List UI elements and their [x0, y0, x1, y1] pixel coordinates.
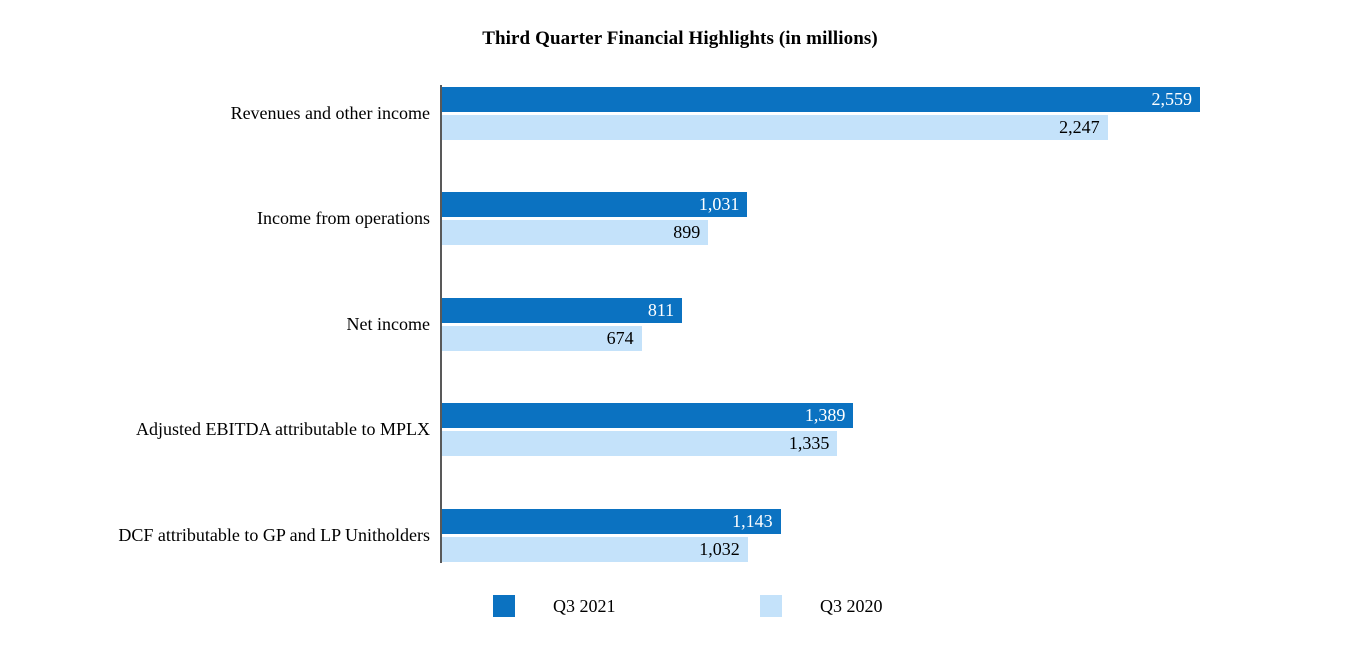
category-label-income-operations: Income from operations	[257, 208, 430, 228]
bar-group-income-operations: Income from operations 1,031 899	[0, 192, 1360, 245]
bar-q3-2020-adjusted-ebitda: 1,335	[442, 431, 838, 456]
bar-value-label: 899	[673, 222, 701, 242]
legend-item-q3-2020: Q3 2020	[760, 594, 883, 618]
bar-q3-2021-adjusted-ebitda: 1,389	[442, 403, 854, 428]
category-label-dcf: DCF attributable to GP and LP Unitholder…	[118, 525, 430, 545]
bar-q3-2021-net-income: 811	[442, 298, 683, 323]
bar-value-label: 674	[606, 328, 634, 348]
bar-q3-2021-dcf: 1,143	[442, 509, 781, 534]
bar-value-label: 1,031	[698, 194, 740, 214]
bar-value-label: 2,247	[1059, 117, 1100, 137]
bar-group-adjusted-ebitda: Adjusted EBITDA attributable to MPLX 1,3…	[0, 403, 1360, 456]
legend-label-q3-2021: Q3 2021	[553, 595, 616, 616]
bar-q3-2020-revenues: 2,247	[442, 115, 1108, 140]
bar-group-net-income: Net income 811 674	[0, 298, 1360, 351]
bar-group-revenues: Revenues and other income 2,559 2,247	[0, 87, 1360, 140]
category-label-revenues: Revenues and other income	[230, 103, 430, 123]
bar-value-label: 2,559	[1151, 89, 1193, 109]
bar-value-label: 811	[647, 300, 675, 320]
bar-value-label: 1,032	[699, 539, 740, 559]
bar-value-label: 1,335	[788, 433, 830, 453]
bar-group-dcf: DCF attributable to GP and LP Unitholder…	[0, 509, 1360, 562]
legend-swatch-q3-2020	[760, 595, 782, 617]
bar-value-label: 1,389	[804, 405, 846, 425]
chart-title: Third Quarter Financial Highlights (in m…	[482, 28, 878, 49]
bar-q3-2021-income-operations: 1,031	[442, 192, 748, 217]
y-axis-line	[440, 85, 442, 563]
bar-value-label: 1,143	[732, 511, 773, 531]
category-label-adjusted-ebitda: Adjusted EBITDA attributable to MPLX	[136, 419, 430, 439]
legend-label-q3-2020: Q3 2020	[820, 595, 883, 616]
category-label-net-income: Net income	[346, 314, 430, 334]
legend-swatch-q3-2021	[493, 595, 515, 617]
bar-q3-2020-net-income: 674	[442, 326, 642, 351]
bar-q3-2020-dcf: 1,032	[442, 537, 748, 562]
legend-item-q3-2021: Q3 2021	[493, 594, 616, 618]
bar-q3-2020-income-operations: 899	[442, 220, 709, 245]
bar-q3-2021-revenues: 2,559	[442, 87, 1200, 112]
